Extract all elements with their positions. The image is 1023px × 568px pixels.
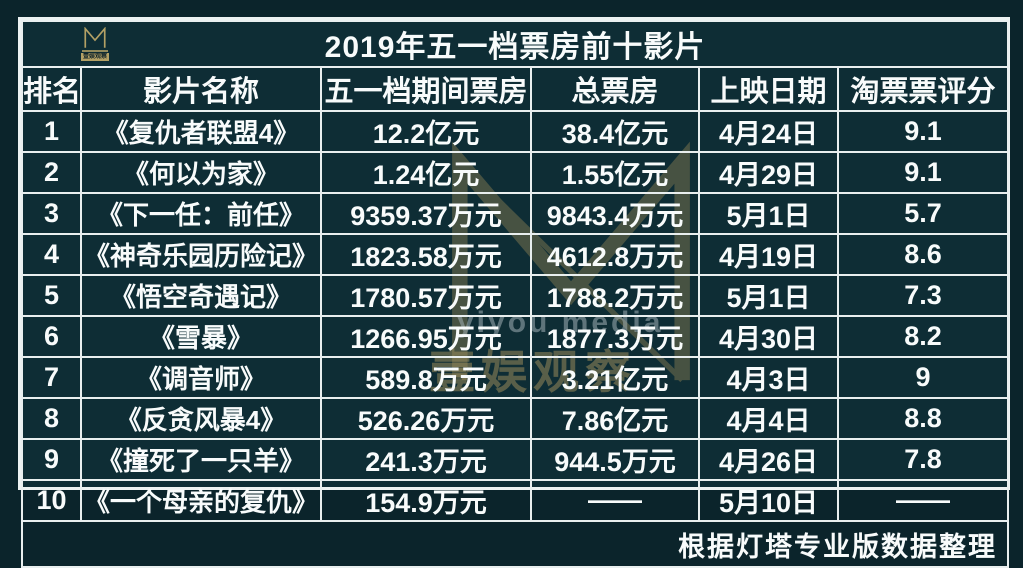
col-header-rank: 排名 xyxy=(21,66,82,112)
table-row-8: 8 《反贪风暴4》 526.26万元 7.86亿元 4月4日 8.8 xyxy=(21,397,1010,440)
cell-mayday-boxoffice: 9359.37万元 xyxy=(320,192,532,235)
cell-total-boxoffice: 3.21亿元 xyxy=(530,356,700,399)
cell-rank: 5 xyxy=(21,274,82,317)
cell-release-date: 4月29日 xyxy=(698,151,839,194)
cell-film-name: 《何以为家》 xyxy=(80,151,322,194)
cell-film-name: 《悟空奇遇记》 xyxy=(80,274,322,317)
cell-release-date: 4月4日 xyxy=(698,397,839,440)
cell-rank: 2 xyxy=(21,151,82,194)
brand-m-icon xyxy=(84,27,106,48)
cell-total-boxoffice: 1877.3万元 xyxy=(530,315,700,358)
cell-rating: 8.2 xyxy=(836,315,1010,358)
cell-rating: —— xyxy=(836,479,1010,522)
cell-film-name: 《下一任：前任》 xyxy=(80,192,322,235)
data-source-note: 根据灯塔专业版数据整理 xyxy=(20,520,1010,568)
cell-mayday-boxoffice: 1.24亿元 xyxy=(320,151,532,194)
table-row-7: 7 《调音师》 589.8万元 3.21亿元 4月3日 9 xyxy=(21,356,1010,399)
cell-film-name: 《反贪风暴4》 xyxy=(80,397,322,440)
cell-rank: 6 xyxy=(21,315,82,358)
cell-film-name: 《雪暴》 xyxy=(80,315,322,358)
cell-mayday-boxoffice: 589.8万元 xyxy=(320,356,532,399)
title-row: 壹娱观察 2019年五一档票房前十影片 xyxy=(20,20,1010,68)
page-title: 2019年五一档票房前十影片 xyxy=(324,31,706,64)
brand-logo: 壹娱观察 xyxy=(79,27,111,61)
cell-film-name: 《撞死了一只羊》 xyxy=(80,438,322,481)
table-row-4: 4 《神奇乐园历险记》 1823.58万元 4612.8万元 4月19日 8.6 xyxy=(21,233,1010,276)
cell-total-boxoffice: —— xyxy=(530,479,700,522)
cell-film-name: 《复仇者联盟4》 xyxy=(80,110,322,153)
col-header-mayday-boxoffice: 五一档期间票房 xyxy=(320,66,532,112)
table-row-1: 1 《复仇者联盟4》 12.2亿元 38.4亿元 4月24日 9.1 xyxy=(21,110,1010,153)
cell-total-boxoffice: 4612.8万元 xyxy=(530,233,700,276)
table-row-3: 3 《下一任：前任》 9359.37万元 9843.4万元 5月1日 5.7 xyxy=(21,192,1010,235)
table-row-9: 9 《撞死了一只羊》 241.3万元 944.5万元 4月26日 7.8 xyxy=(21,438,1010,481)
table-row-5: 5 《悟空奇遇记》 1780.57万元 1788.2万元 5月1日 7.3 xyxy=(21,274,1010,317)
cell-rank: 3 xyxy=(21,192,82,235)
cell-total-boxoffice: 7.86亿元 xyxy=(530,397,700,440)
cell-rank: 4 xyxy=(21,233,82,276)
table-row-10: 10 《一个母亲的复仇》 154.9万元 —— 5月10日 —— xyxy=(21,479,1010,522)
cell-total-boxoffice: 9843.4万元 xyxy=(530,192,700,235)
cell-mayday-boxoffice: 1266.95万元 xyxy=(320,315,532,358)
cell-rank: 9 xyxy=(21,438,82,481)
cell-release-date: 4月30日 xyxy=(698,315,839,358)
table-row-6: 6 《雪暴》 1266.95万元 1877.3万元 4月30日 8.2 xyxy=(21,315,1010,358)
cell-rating: 9.1 xyxy=(836,110,1010,153)
cell-mayday-boxoffice: 1780.57万元 xyxy=(320,274,532,317)
cell-film-name: 《神奇乐园历险记》 xyxy=(80,233,322,276)
cell-rank: 7 xyxy=(21,356,82,399)
col-header-total-boxoffice: 总票房 xyxy=(530,66,700,112)
cell-rank: 1 xyxy=(21,110,82,153)
footer-row: 根据灯塔专业版数据整理 xyxy=(20,520,1010,568)
cell-release-date: 4月19日 xyxy=(698,233,839,276)
cell-rank: 8 xyxy=(21,397,82,440)
brand-tagline-line xyxy=(82,50,108,52)
cell-rating: 9.1 xyxy=(836,151,1010,194)
cell-mayday-boxoffice: 241.3万元 xyxy=(320,438,532,481)
cell-release-date: 5月1日 xyxy=(698,274,839,317)
cell-mayday-boxoffice: 154.9万元 xyxy=(320,479,532,522)
cell-total-boxoffice: 1.55亿元 xyxy=(530,151,700,194)
column-header-row: 排名 影片名称 五一档期间票房 总票房 上映日期 淘票票评分 xyxy=(21,66,1010,112)
cell-film-name: 《调音师》 xyxy=(80,356,322,399)
cell-mayday-boxoffice: 12.2亿元 xyxy=(320,110,532,153)
cell-film-name: 《一个母亲的复仇》 xyxy=(80,479,322,522)
cell-rating: 8.6 xyxy=(836,233,1010,276)
cell-rating: 5.7 xyxy=(836,192,1010,235)
box-office-table: 壹娱观察 2019年五一档票房前十影片 排名 影片名称 五一档期间票房 总票房 … xyxy=(20,20,1010,568)
col-header-film-name: 影片名称 xyxy=(80,66,322,112)
cell-rating: 7.3 xyxy=(836,274,1010,317)
table-row-2: 2 《何以为家》 1.24亿元 1.55亿元 4月29日 9.1 xyxy=(21,151,1010,194)
cell-rank: 10 xyxy=(21,479,82,522)
col-header-rating: 淘票票评分 xyxy=(836,66,1010,112)
cell-mayday-boxoffice: 1823.58万元 xyxy=(320,233,532,276)
cell-rating: 8.8 xyxy=(836,397,1010,440)
cell-release-date: 5月10日 xyxy=(698,479,839,522)
cell-mayday-boxoffice: 526.26万元 xyxy=(320,397,532,440)
cell-release-date: 4月3日 xyxy=(698,356,839,399)
cell-total-boxoffice: 1788.2万元 xyxy=(530,274,700,317)
cell-release-date: 4月26日 xyxy=(698,438,839,481)
box-office-table-panel: yiyou media 壹娱观察 壹娱观察 2019年五一档票房前十影片 xyxy=(18,17,1010,568)
cell-rating: 7.8 xyxy=(836,438,1010,481)
cell-total-boxoffice: 38.4亿元 xyxy=(530,110,700,153)
col-header-release-date: 上映日期 xyxy=(698,66,839,112)
cell-total-boxoffice: 944.5万元 xyxy=(530,438,700,481)
brand-badge: 壹娱观察 xyxy=(81,53,109,61)
cell-release-date: 4月24日 xyxy=(698,110,839,153)
cell-release-date: 5月1日 xyxy=(698,192,839,235)
cell-rating: 9 xyxy=(836,356,1010,399)
